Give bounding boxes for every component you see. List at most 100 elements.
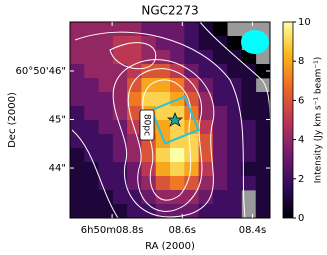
heatmap-cell bbox=[70, 106, 85, 121]
heatmap-cell bbox=[98, 134, 114, 149]
heatmap-cell bbox=[212, 92, 228, 107]
heatmap-cell bbox=[170, 78, 185, 93]
heatmap-cell bbox=[241, 120, 257, 135]
heatmap-cell bbox=[198, 148, 214, 163]
heatmap-cell bbox=[241, 176, 257, 191]
chart-title: NGC2273 bbox=[141, 4, 198, 18]
heatmap-cell bbox=[184, 134, 199, 149]
heatmap-cell bbox=[155, 176, 171, 191]
heatmap-cell bbox=[112, 176, 128, 191]
heatmap-cell bbox=[170, 64, 185, 79]
heatmap-cell bbox=[212, 64, 228, 79]
heatmap-cell bbox=[198, 106, 214, 121]
heatmap-cell bbox=[212, 204, 228, 219]
heatmap-cell bbox=[98, 50, 114, 65]
heatmap-cell bbox=[84, 78, 99, 93]
heatmap-cell bbox=[98, 36, 114, 51]
heatmap-cell bbox=[155, 50, 171, 65]
heatmap-cell bbox=[98, 148, 114, 163]
heatmap-cell bbox=[227, 64, 242, 79]
heatmap-cell bbox=[127, 22, 142, 37]
heatmap-cell bbox=[155, 22, 171, 37]
heatmap-cell bbox=[212, 106, 228, 121]
heatmap-cell bbox=[227, 106, 242, 121]
heatmap-cell bbox=[170, 162, 185, 177]
heatmap-cell bbox=[70, 50, 85, 65]
heatmap-cell bbox=[212, 50, 228, 65]
heatmap-cell bbox=[112, 134, 128, 149]
heatmap-cell bbox=[84, 36, 99, 51]
heatmap-cell bbox=[255, 92, 271, 107]
heatmap-cell bbox=[241, 106, 257, 121]
heatmap-cell bbox=[141, 22, 157, 37]
heatmap-cell bbox=[98, 120, 114, 135]
heatmap-cell bbox=[212, 162, 228, 177]
heatmap-cell bbox=[227, 50, 242, 65]
contour bbox=[71, 129, 119, 218]
colorbar-tick-label: 8 bbox=[298, 56, 304, 67]
heatmap-cell bbox=[127, 64, 142, 79]
heatmap-cell bbox=[170, 176, 185, 191]
heatmap-cell bbox=[227, 92, 242, 107]
heatmap-cell bbox=[198, 120, 214, 135]
heatmap-cell bbox=[98, 22, 114, 37]
heatmap-cell bbox=[70, 22, 85, 37]
x-tick-label: 08.6s bbox=[169, 225, 196, 236]
heatmap-cell bbox=[241, 92, 257, 107]
heatmap-cell bbox=[70, 190, 85, 205]
heatmap-cell bbox=[127, 204, 142, 219]
y-axis-label: Dec (2000) bbox=[7, 92, 18, 148]
heatmap-cell bbox=[241, 64, 257, 79]
heatmap-cell bbox=[141, 148, 157, 163]
heatmap-cell bbox=[141, 162, 157, 177]
heatmap-cell bbox=[184, 50, 199, 65]
heatmap-cell bbox=[112, 78, 128, 93]
heatmap-cell bbox=[155, 134, 171, 149]
heatmap-cell bbox=[127, 50, 142, 65]
heatmap-cell bbox=[84, 162, 99, 177]
heatmap-cell bbox=[241, 148, 257, 163]
heatmap-cell bbox=[84, 64, 99, 79]
heatmap-cell bbox=[255, 204, 271, 219]
heatmap-cell bbox=[255, 176, 271, 191]
colorbar-tick-label: 0 bbox=[298, 213, 304, 224]
heatmap-cell bbox=[84, 92, 99, 107]
heatmap-cell bbox=[155, 64, 171, 79]
heatmap-cell bbox=[170, 148, 185, 163]
x-tick-label: 6h50m08.8s bbox=[81, 225, 144, 236]
x-tick-label: 08.4s bbox=[239, 225, 266, 236]
heatmap-cell bbox=[112, 148, 128, 163]
heatmap-cell bbox=[112, 106, 128, 121]
heatmap-cell bbox=[127, 134, 142, 149]
heatmap-cell bbox=[84, 176, 99, 191]
heatmap-cell bbox=[70, 36, 85, 51]
heatmap-cell bbox=[112, 190, 128, 205]
contour bbox=[74, 31, 246, 218]
heatmap-cell bbox=[98, 176, 114, 191]
heatmap-cell bbox=[84, 134, 99, 149]
heatmap-cell bbox=[255, 190, 271, 205]
field-box bbox=[150, 95, 200, 145]
heatmap-cell bbox=[170, 22, 185, 37]
heatmap-cell bbox=[155, 92, 171, 107]
heatmap-cell bbox=[112, 50, 128, 65]
heatmap-cell bbox=[127, 190, 142, 205]
heatmap-cell bbox=[255, 64, 271, 79]
heatmap-cell bbox=[198, 204, 214, 219]
heatmap-cell bbox=[241, 162, 257, 177]
heatmap-cell bbox=[227, 134, 242, 149]
heatmap-cell bbox=[212, 78, 228, 93]
heatmap-cell bbox=[170, 50, 185, 65]
heatmap-cell bbox=[98, 162, 114, 177]
heatmap-cell bbox=[184, 148, 199, 163]
heatmap-cell bbox=[98, 204, 114, 219]
heatmap-cell bbox=[98, 64, 114, 79]
heatmap-cell bbox=[198, 92, 214, 107]
y-tick-label: 44" bbox=[49, 163, 66, 174]
colorbar-label: Intensity (Jy km s⁻¹ beam⁻¹) bbox=[314, 57, 324, 184]
heatmap-cell bbox=[184, 22, 199, 37]
heatmap-cell bbox=[241, 134, 257, 149]
heatmap-cell bbox=[227, 36, 242, 51]
heatmap-cell bbox=[141, 204, 157, 219]
heatmap-cell bbox=[84, 120, 99, 135]
